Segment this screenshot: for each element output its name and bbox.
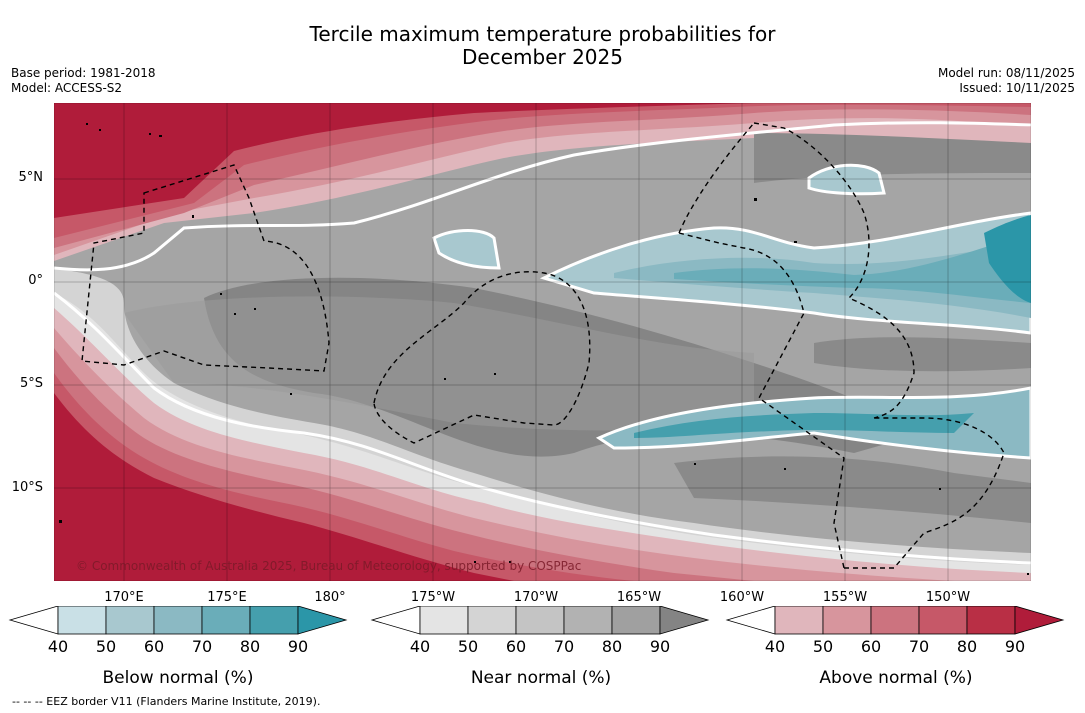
colorbar-segment — [918, 606, 968, 635]
colorbar-title-above: Above normal (%) — [819, 668, 973, 688]
graticule — [54, 103, 1031, 581]
colorbar-tick-label: 70 — [554, 637, 574, 656]
lon-label-170w: 170°W — [513, 590, 559, 605]
colorbars: 40 50 60 70 80 90 40 50 60 70 80 90 40 50 60 70 80 90 — [8, 606, 1065, 656]
probability-map: © Commonwealth of Australia 2025, Bureau… — [54, 103, 1031, 581]
copyright-text: © Commonwealth of Australia 2025, Bureau… — [76, 559, 581, 573]
lon-label-175e: 175°E — [207, 590, 247, 605]
colorbar-min-arrow — [8, 606, 59, 635]
above-normal-boundary-south — [54, 291, 1031, 565]
lon-label-160w: 160°W — [719, 590, 765, 605]
below-normal-south-80 — [634, 413, 974, 438]
colorbar-tick-label: 60 — [144, 637, 164, 656]
colorbar-above-normal: 40 50 60 70 80 90 — [725, 606, 1065, 656]
colorbar-segment — [467, 606, 517, 635]
model-run: Model run: 08/11/2025 — [937, 66, 1075, 80]
colorbar-tick-label: 40 — [410, 637, 430, 656]
colorbar-below-normal: 40 50 60 70 80 90 — [8, 606, 348, 656]
colorbar-tick-label: 80 — [240, 637, 260, 656]
colorbar-segment — [105, 606, 155, 635]
lat-label-5n: 5°N — [18, 170, 44, 185]
below-normal-patch-north — [807, 163, 886, 196]
colorbar-max-arrow — [297, 606, 348, 635]
eez-borders — [81, 122, 1005, 569]
below-normal-equatorial-70 — [674, 233, 1031, 303]
colorbar-max-arrow — [1014, 606, 1065, 635]
colorbar-segment — [822, 606, 872, 635]
colorbar-tick-label: 90 — [650, 637, 670, 656]
above-normal-band-south-90 — [54, 393, 514, 581]
title-line-1: Tercile maximum temperature probabilitie… — [309, 22, 776, 46]
above-normal-band-north-90 — [54, 103, 954, 218]
colorbar-tick-label: 70 — [192, 637, 212, 656]
lat-label-10s: 10°S — [11, 480, 43, 495]
title-line-2: December 2025 — [462, 45, 623, 69]
near-normal-south-streak — [674, 456, 1031, 523]
colorbar-tick-label: 60 — [506, 637, 526, 656]
lon-label-150w: 150°W — [925, 590, 971, 605]
colorbar-tick-label: 40 — [48, 637, 68, 656]
colorbar-tick-label: 40 — [765, 637, 785, 656]
colorbar-segment — [774, 606, 824, 635]
colorbar-tick-label: 60 — [861, 637, 881, 656]
colorbar-min-arrow — [370, 606, 421, 635]
colorbar-max-arrow — [659, 606, 710, 635]
colorbar-segment — [870, 606, 920, 635]
colorbar-segment — [515, 606, 565, 635]
above-normal-boundary-north — [54, 121, 1031, 272]
eez-legend: -- -- -- EEZ border V11 (Flanders Marine… — [12, 695, 321, 708]
colorbar-segment — [419, 606, 469, 635]
lon-label-175w: 175°W — [410, 590, 456, 605]
lon-label-170e: 170°E — [104, 590, 144, 605]
colorbar-segment — [153, 606, 203, 635]
model-name: Model: ACCESS-S2 — [11, 81, 123, 95]
colorbar-title-near: Near normal (%) — [470, 668, 612, 688]
issued-date: Issued: 10/11/2025 — [959, 81, 1075, 95]
lon-label-165w: 165°W — [616, 590, 662, 605]
near-normal-core-mid — [124, 296, 754, 431]
colorbar-near-normal: 40 50 60 70 80 90 — [370, 606, 710, 656]
below-normal-equatorial-90 — [984, 215, 1031, 303]
colorbar-tick-label: 50 — [96, 637, 116, 656]
colorbar-tick-label: 90 — [288, 637, 308, 656]
islands — [59, 123, 1029, 575]
colorbar-segment — [611, 606, 661, 635]
lat-label-5s: 5°S — [19, 376, 43, 391]
colorbar-segment — [201, 606, 251, 635]
colorbar-title-below: Below normal (%) — [102, 668, 254, 688]
colorbar-tick-label: 70 — [909, 637, 929, 656]
colorbar-segment — [966, 606, 1016, 635]
colorbar-min-arrow — [725, 606, 776, 635]
above-normal-band-north-70 — [54, 103, 1031, 238]
colorbar-segment — [57, 606, 107, 635]
lon-label-180: 180° — [314, 590, 346, 605]
near-normal-central-streak — [814, 337, 1031, 372]
colorbar-tick-label: 80 — [602, 637, 622, 656]
base-period: Base period: 1981-2018 — [11, 66, 156, 80]
colorbar-tick-label: 50 — [458, 637, 478, 656]
below-normal-patch-west — [432, 229, 501, 270]
colorbar-tick-label: 50 — [813, 637, 833, 656]
colorbar-tick-label: 80 — [957, 637, 977, 656]
lon-label-155w: 155°W — [822, 590, 868, 605]
colorbar-tick-label: 90 — [1005, 637, 1025, 656]
lat-label-0: 0° — [28, 273, 43, 288]
colorbar-segment — [563, 606, 613, 635]
colorbar-segment — [249, 606, 299, 635]
